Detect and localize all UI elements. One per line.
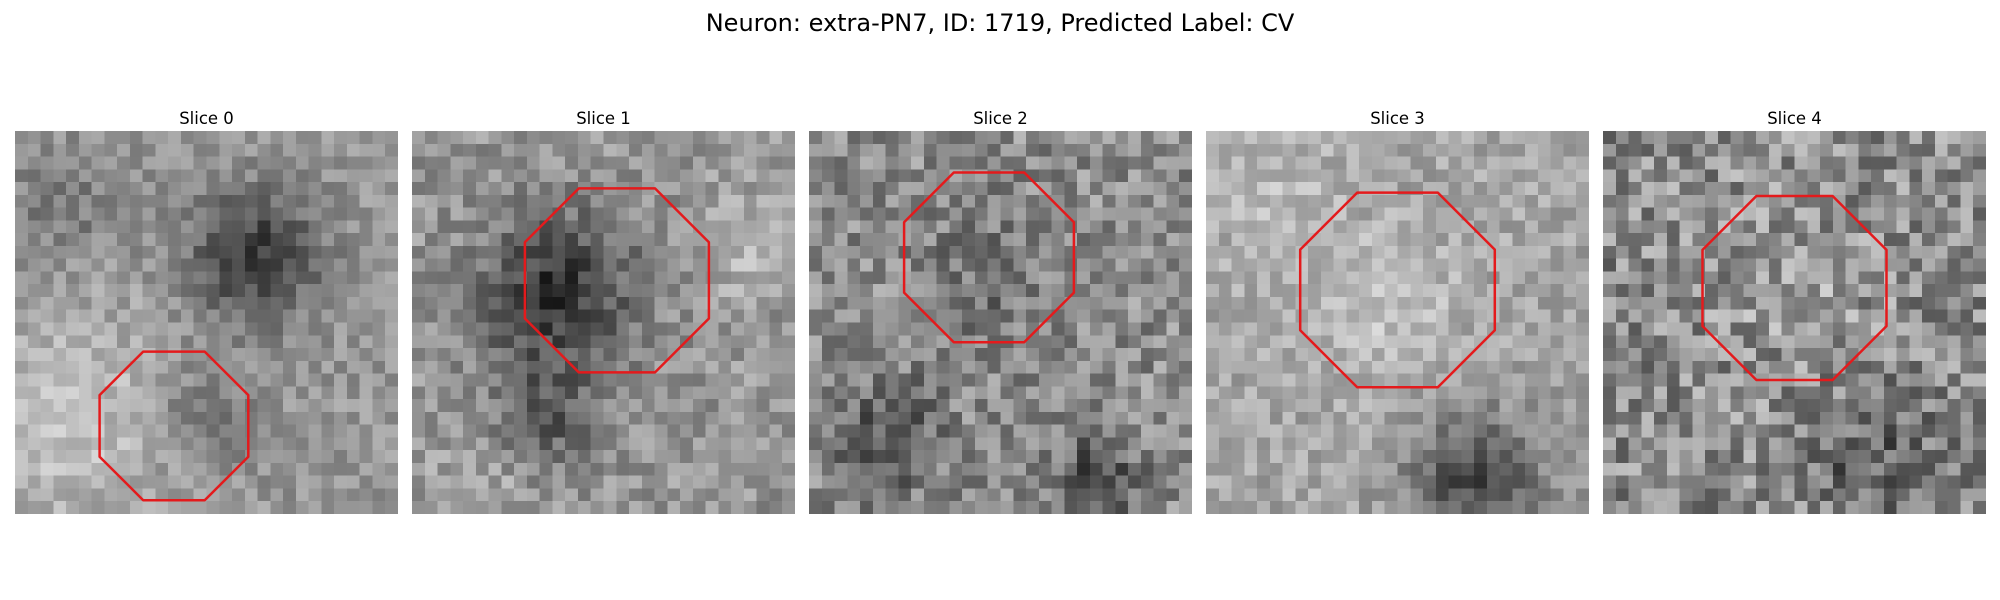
slice-title: Slice 4 [1767,109,1822,128]
slice-image [1603,131,1986,514]
roi-outline [98,350,250,502]
slice-image [15,131,398,514]
slice-image [809,131,1192,514]
roi-outline [523,187,711,374]
slice-panel-3: Slice 3 [1206,107,1589,514]
slice-title: Slice 3 [1370,109,1425,128]
roi-outline [902,171,1076,344]
slice-image [1206,131,1589,514]
slice-title: Slice 2 [973,109,1028,128]
roi-outline [1298,191,1497,389]
slice-image [412,131,795,514]
slice-panel-4: Slice 4 [1603,107,1986,514]
roi-outline [1701,194,1888,382]
figure-title: Neuron: extra-PN7, ID: 1719, Predicted L… [705,9,1295,37]
slice-title: Slice 0 [179,109,234,128]
slice-panel-0: Slice 0 [15,107,398,514]
slice-title: Slice 1 [576,109,631,128]
slice-panel-1: Slice 1 [412,107,795,514]
slice-panel-2: Slice 2 [809,107,1192,514]
